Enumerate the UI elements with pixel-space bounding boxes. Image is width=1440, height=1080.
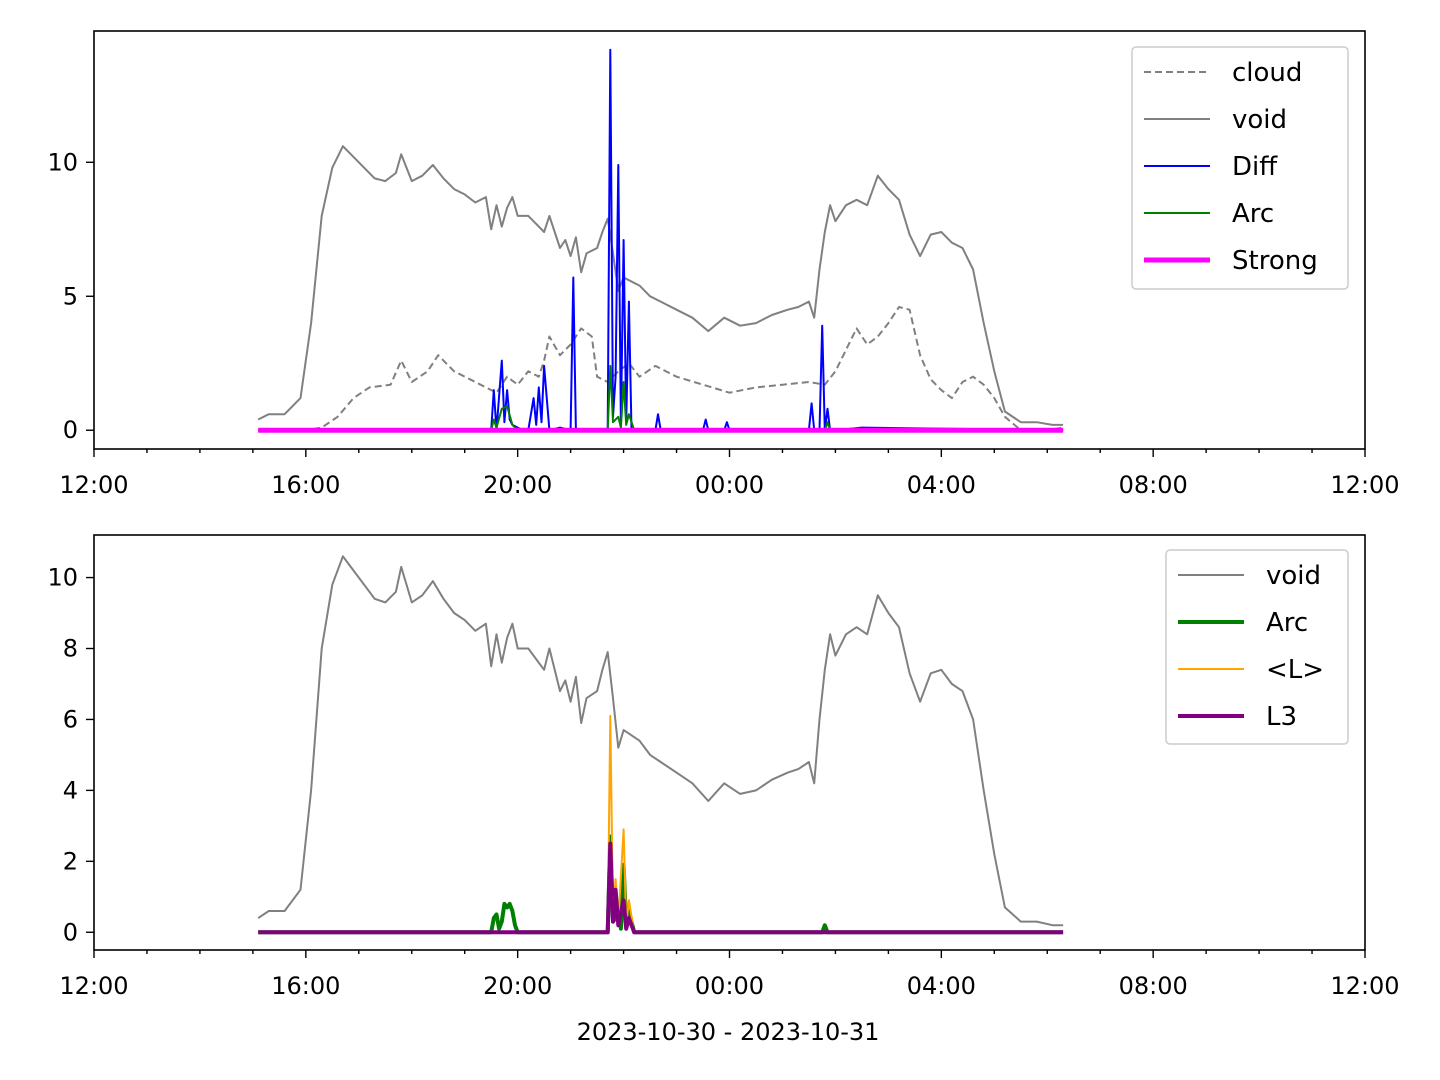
x-tick-label: 00:00 bbox=[695, 972, 764, 1000]
x-tick-label: 04:00 bbox=[907, 972, 976, 1000]
y-tick-label: 8 bbox=[63, 635, 78, 663]
series-group bbox=[257, 48, 1064, 433]
x-tick-label: 20:00 bbox=[483, 972, 552, 1000]
x-tick-label: 12:00 bbox=[1330, 471, 1399, 499]
series-line-l3 bbox=[258, 841, 1064, 935]
bottom-panel: 12:00 16:00 20:00 00:00 04:00 08:00 12:00 0 2 4 6 8… bbox=[47, 534, 1400, 1000]
legend-label-strong: Strong bbox=[1232, 246, 1318, 276]
x-axis-label: 2023-10-30 - 2023-10-31 bbox=[577, 1018, 880, 1046]
x-tick-label: 16:00 bbox=[271, 471, 340, 499]
y-tick-label: 4 bbox=[63, 776, 78, 804]
series-line-void bbox=[257, 145, 1064, 426]
x-tick-label: 20:00 bbox=[483, 471, 552, 499]
legend: void Arc <L> L3 bbox=[1165, 549, 1349, 745]
x-tick-label: 00:00 bbox=[695, 471, 764, 499]
legend-label-l: <L> bbox=[1266, 655, 1324, 685]
y-tick-label: 10 bbox=[47, 148, 78, 176]
legend-label-l3: L3 bbox=[1266, 702, 1297, 732]
legend-label-void: void bbox=[1232, 105, 1287, 135]
legend-label-diff: Diff bbox=[1232, 152, 1278, 182]
legend: cloud void Diff Arc Strong bbox=[1131, 46, 1349, 290]
x-tick-label: 08:00 bbox=[1119, 972, 1188, 1000]
x-tick-label: 16:00 bbox=[271, 972, 340, 1000]
y-tick-label: 10 bbox=[47, 564, 78, 592]
series-line-cloud bbox=[258, 306, 1064, 432]
legend-box bbox=[1165, 549, 1349, 745]
x-tick-label: 12:00 bbox=[59, 471, 128, 499]
y-tick-label: 0 bbox=[63, 918, 78, 946]
legend-box bbox=[1131, 46, 1349, 290]
series-group bbox=[257, 555, 1064, 935]
legend-label-cloud: cloud bbox=[1232, 58, 1302, 88]
x-tick-label: 12:00 bbox=[1330, 972, 1399, 1000]
legend-label-arc: Arc bbox=[1232, 199, 1274, 229]
x-tick-label: 04:00 bbox=[907, 471, 976, 499]
y-tick-label: 0 bbox=[63, 416, 78, 444]
series-line-void bbox=[257, 555, 1064, 927]
legend-label-arc: Arc bbox=[1266, 608, 1308, 638]
y-tick-label: 2 bbox=[63, 847, 78, 875]
x-tick-label: 12:00 bbox=[59, 972, 128, 1000]
y-tick-label: 5 bbox=[63, 282, 78, 310]
x-tick-label: 08:00 bbox=[1119, 471, 1188, 499]
y-tick-label: 6 bbox=[63, 705, 78, 733]
legend-label-void: void bbox=[1266, 561, 1321, 591]
top-panel: 12:00 16:00 20:00 00:00 04:00 08:00 12:00 0 5 10 c… bbox=[47, 30, 1400, 499]
